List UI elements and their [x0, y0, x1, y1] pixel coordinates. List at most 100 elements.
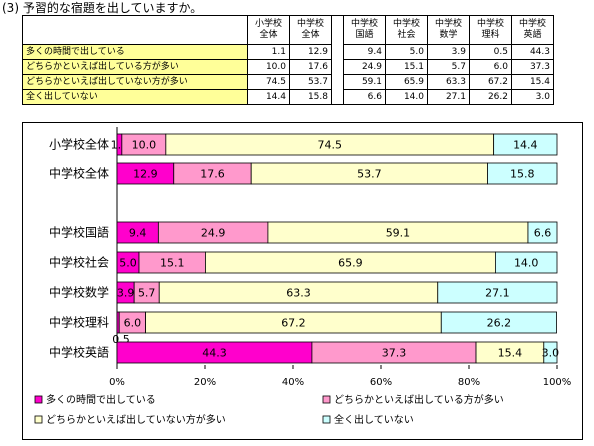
legend-label: 全く出していない — [334, 413, 414, 426]
column-header-line: 国語 — [355, 30, 374, 40]
column-header-line: 英語 — [523, 30, 542, 40]
bar-segment — [527, 221, 558, 244]
x-tick-label: 60% — [370, 377, 392, 388]
x-tick-label: 100% — [543, 377, 572, 388]
data-label: 5.7 — [138, 287, 156, 300]
table-cell: 3.0 — [511, 89, 554, 105]
data-label: 67.2 — [281, 317, 306, 330]
data-label: 15.8 — [510, 168, 535, 181]
table-cell: 67.2 — [469, 74, 512, 90]
data-label: 3.9 — [117, 287, 135, 300]
column-header-line: 数学 — [439, 30, 458, 40]
table-cell: 24.9 — [343, 59, 386, 75]
table-corner-cell — [22, 15, 248, 45]
table-cell: 17.6 — [289, 59, 332, 75]
table-cell: 1.1 — [247, 44, 290, 60]
column-header-line: 中学校 — [350, 19, 378, 29]
data-label: 59.1 — [386, 227, 411, 240]
column-header: 中学校 全体 — [289, 15, 332, 45]
table-cell: 27.1 — [427, 89, 470, 105]
data-label: 24.9 — [201, 227, 226, 240]
category-label: 中学校英語 — [49, 345, 109, 360]
x-tick-label: 40% — [282, 377, 304, 388]
bar-segment — [437, 281, 558, 304]
legend-label: 多くの時間で出している — [46, 393, 156, 406]
table-cell: 74.5 — [247, 74, 290, 90]
x-tick-label: 20% — [194, 377, 216, 388]
column-header-line: 全体 — [301, 30, 320, 40]
column-header-line: 理科 — [481, 30, 500, 40]
table-cell: 26.2 — [469, 89, 512, 105]
data-label: 3.0 — [542, 347, 560, 360]
table-cell: 63.3 — [427, 74, 470, 90]
table-gap-cell — [331, 74, 344, 90]
data-label: 6.6 — [534, 227, 552, 240]
table-gap-cell — [331, 59, 344, 75]
data-label: 5.0 — [119, 257, 137, 270]
column-header: 小学校 全体 — [247, 15, 290, 45]
table-cell: 6.0 — [469, 59, 512, 75]
column-header-line: 全体 — [259, 30, 278, 40]
bar-segment — [493, 133, 558, 156]
column-header-line: 社会 — [397, 30, 416, 40]
bar-segment — [543, 341, 558, 364]
table-cell: 15.8 — [289, 89, 332, 105]
data-label: 14.0 — [514, 257, 539, 270]
table-cell: 53.7 — [289, 74, 332, 90]
table-cell: 59.1 — [343, 74, 386, 90]
data-label: 26.2 — [487, 317, 512, 330]
bar-segment — [494, 251, 558, 274]
column-header: 中学校 国語 — [343, 15, 386, 45]
data-label: 12.9 — [133, 168, 158, 181]
row-label: 多くの時間で出している — [22, 44, 248, 60]
legend-swatch — [34, 415, 43, 424]
legend-swatch — [34, 395, 43, 404]
data-label: 17.6 — [200, 168, 225, 181]
legend-label: どちらかといえば出していない方が多い — [46, 413, 226, 426]
table-row: どちらかといえば出している方が多い 10.0 17.6 24.9 15.1 5.7 6.0 3… — [22, 59, 554, 75]
column-header-line: 小学校 — [254, 19, 282, 29]
table-cell: 14.0 — [385, 89, 428, 105]
table-cell: 3.9 — [427, 44, 470, 60]
legend-swatch — [322, 395, 331, 404]
legend-swatch — [322, 415, 331, 424]
bar-segment — [440, 311, 557, 334]
table-row: 多くの時間で出している 1.1 12.9 9.4 5.0 3.9 0.5 44.3 — [22, 44, 554, 60]
bar-segment — [487, 162, 558, 185]
row-label: 全く出していない — [22, 89, 248, 105]
row-label: どちらかといえば出している方が多い — [22, 59, 248, 75]
data-label: 53.7 — [357, 168, 382, 181]
table-cell: 44.3 — [511, 44, 554, 60]
chart-canvas: 0% 20% 40% 60% 80% 100%小学校全体 1.1 10.0 74.5 14.4中学… — [34, 127, 572, 426]
table-gap-cell — [331, 89, 344, 105]
data-label: 44.3 — [202, 347, 227, 360]
table-cell: 65.9 — [385, 74, 428, 90]
legend-label: どちらかといえば出している方が多い — [334, 393, 504, 406]
data-label: 63.3 — [286, 287, 311, 300]
data-label: 74.5 — [317, 139, 342, 152]
column-header: 中学校 数学 — [427, 15, 470, 45]
table-cell: 14.4 — [247, 89, 290, 105]
data-label: 37.3 — [382, 347, 407, 360]
table-cell: 9.4 — [343, 44, 386, 60]
table-cell: 37.3 — [511, 59, 554, 75]
category-label: 中学校国語 — [49, 225, 109, 240]
x-tick-label: 80% — [458, 377, 480, 388]
table-cell: 15.4 — [511, 74, 554, 90]
data-label: 10.0 — [132, 139, 157, 152]
column-header-line: 中学校 — [296, 19, 324, 29]
table-gap-cell — [331, 15, 344, 45]
column-header: 中学校 理科 — [469, 15, 512, 45]
table-gap-cell — [331, 44, 344, 60]
data-label: 65.9 — [338, 257, 363, 270]
table-cell: 5.7 — [427, 59, 470, 75]
data-label: 9.4 — [129, 227, 147, 240]
data-label: 6.0 — [124, 317, 141, 330]
table-header-row: 小学校 全体 中学校 全体 中学校 国語 中学校 社会 中学校 数学 中学校 理科 中学校 英語 — [22, 15, 554, 45]
table-cell: 12.9 — [289, 44, 332, 60]
category-label: 中学校理科 — [49, 315, 109, 330]
page-title: (3) 予習的な宿題を出していますか。 — [2, 1, 203, 15]
category-label: 中学校社会 — [49, 255, 109, 270]
table-row: どちらかといえば出していない方が多い 74.5 53.7 59.1 65.9 63.3 67… — [22, 74, 554, 90]
column-header: 中学校 英語 — [511, 15, 554, 45]
